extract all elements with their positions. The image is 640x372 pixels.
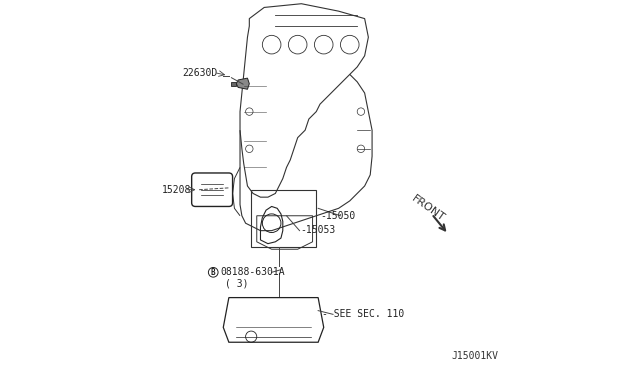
- Polygon shape: [236, 78, 250, 89]
- Text: 22630D: 22630D: [182, 68, 218, 77]
- Text: ( 3): ( 3): [225, 279, 248, 288]
- Text: FRONT: FRONT: [410, 193, 446, 223]
- Polygon shape: [231, 82, 236, 86]
- Text: -15050: -15050: [320, 211, 355, 221]
- Bar: [251, 190, 316, 247]
- Text: 08188-6301A: 08188-6301A: [220, 267, 285, 277]
- Text: B: B: [211, 268, 216, 277]
- Text: -15053: -15053: [301, 225, 336, 235]
- Text: 15208: 15208: [162, 185, 191, 195]
- Text: - SEE SEC. 110: - SEE SEC. 110: [322, 310, 404, 319]
- Text: J15001KV: J15001KV: [452, 351, 499, 361]
